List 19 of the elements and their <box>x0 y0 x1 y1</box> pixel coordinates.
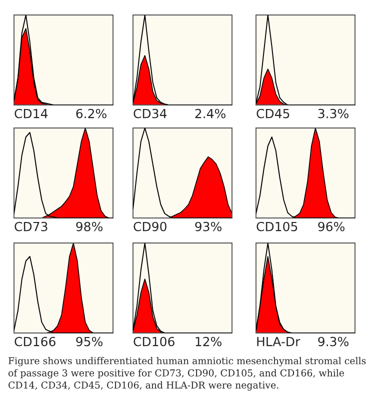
text: Figure shows undifferentiated human amniotic mesenchymal stromal cells of passage 3 were positive for CD73, CD90, CD105, and CD166, while CD14, CD34, CD45, CD106, and HLA-DR were negative. <box>8 357 366 391</box>
text: CD14 <box>14 108 48 118</box>
text: CD34 <box>134 108 167 118</box>
text: 12% <box>196 336 222 346</box>
text: 93% <box>195 222 222 232</box>
text: CD90 <box>134 222 166 232</box>
text: 3.3% <box>318 108 348 118</box>
text: 96% <box>318 222 344 232</box>
text: 6.2% <box>76 108 106 118</box>
text: CD45 <box>256 108 290 118</box>
text: 9.3% <box>318 336 348 346</box>
text: 95% <box>76 336 102 346</box>
text: CD166 <box>14 336 56 346</box>
text: 2.4% <box>195 108 226 118</box>
text: CD105 <box>256 222 298 232</box>
text: CD106 <box>134 336 174 346</box>
text: 98% <box>76 222 102 232</box>
text: CD73 <box>14 222 48 232</box>
text: HLA-Dr <box>257 336 300 346</box>
